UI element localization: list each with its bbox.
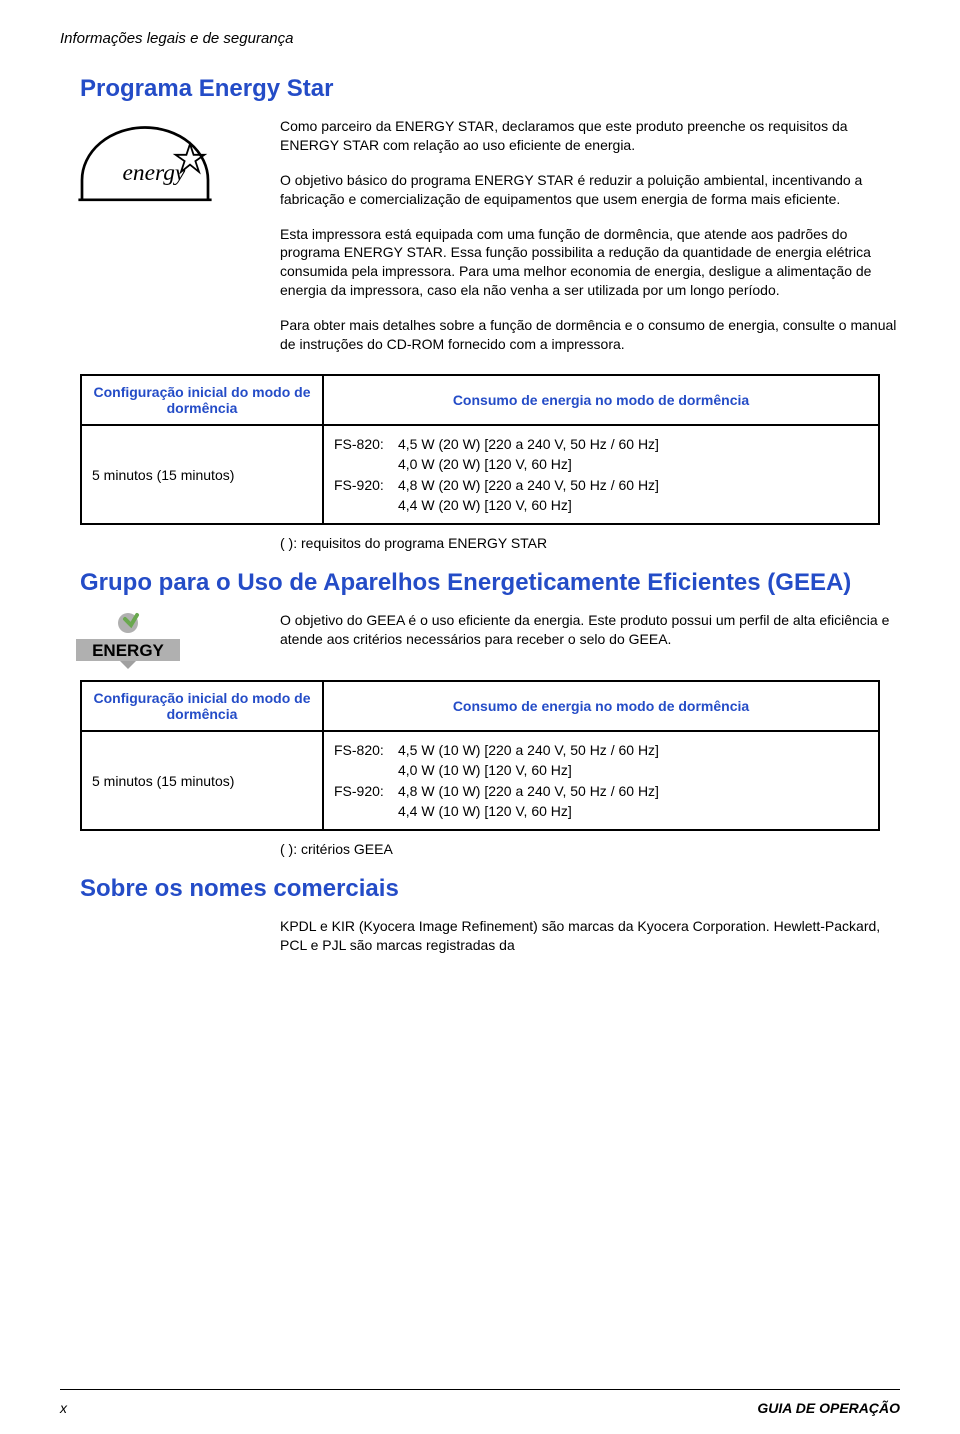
- section1-body: Como parceiro da ENERGY STAR, declaramos…: [280, 117, 900, 354]
- section1-title: Programa Energy Star: [80, 75, 900, 103]
- row-label: FS-920:: [334, 781, 398, 801]
- table1-right-cell: FS-820:4,5 W (20 W) [220 a 240 V, 50 Hz …: [323, 425, 879, 524]
- table1-left-cell: 5 minutos (15 minutos): [81, 425, 323, 524]
- table2-right-cell: FS-820:4,5 W (10 W) [220 a 240 V, 50 Hz …: [323, 731, 879, 830]
- table1-note: ( ): requisitos do programa ENERGY STAR: [280, 535, 900, 551]
- table-header-row: Configuração inicial do modo de dormênci…: [81, 375, 879, 425]
- section1-p3: Esta impressora está equipada com uma fu…: [280, 225, 900, 301]
- footer-rule: [60, 1389, 900, 1390]
- row-label: FS-820:: [334, 740, 398, 760]
- energy-badge-icon: ENERGY: [70, 611, 190, 671]
- section3-body: KPDL e KIR (Kyocera Image Refinement) sã…: [280, 917, 900, 955]
- row-value: 4,4 W (10 W) [120 V, 60 Hz]: [398, 803, 572, 819]
- section2-body: O objetivo do GEEA é o uso eficiente da …: [280, 611, 900, 649]
- table-row: 5 minutos (15 minutos) FS-820:4,5 W (20 …: [81, 425, 879, 524]
- page: Informações legais e de segurança Progra…: [0, 0, 960, 1434]
- svg-text:ENERGY: ENERGY: [92, 641, 164, 660]
- energy-star-logo-icon: energy: [70, 117, 220, 207]
- table1-header-left: Configuração inicial do modo de dormênci…: [81, 375, 323, 425]
- geea-table: Configuração inicial do modo de dormênci…: [80, 680, 880, 831]
- energy-star-logo-container: energy: [70, 117, 270, 212]
- table1-header-right: Consumo de energia no modo de dormência: [323, 375, 879, 425]
- section1-p4: Para obter mais detalhes sobre a função …: [280, 316, 900, 354]
- row-label: FS-820:: [334, 434, 398, 454]
- section1-p2: O objetivo básico do programa ENERGY STA…: [280, 171, 900, 209]
- table2-header-left: Configuração inicial do modo de dormênci…: [81, 681, 323, 731]
- row-value: 4,0 W (10 W) [120 V, 60 Hz]: [398, 762, 572, 778]
- table2-note: ( ): critérios GEEA: [280, 841, 900, 857]
- section1-p1: Como parceiro da ENERGY STAR, declaramos…: [280, 117, 900, 155]
- table-header-row: Configuração inicial do modo de dormênci…: [81, 681, 879, 731]
- row-value: 4,8 W (10 W) [220 a 240 V, 50 Hz / 60 Hz…: [398, 783, 659, 799]
- section2-title: Grupo para o Uso de Aparelhos Energetica…: [80, 569, 900, 597]
- row-value: 4,5 W (10 W) [220 a 240 V, 50 Hz / 60 Hz…: [398, 742, 659, 758]
- table2-header-right: Consumo de energia no modo de dormência: [323, 681, 879, 731]
- row-value: 4,4 W (20 W) [120 V, 60 Hz]: [398, 497, 572, 513]
- table-row: 5 minutos (15 minutos) FS-820:4,5 W (10 …: [81, 731, 879, 830]
- energy-badge-container: ENERGY: [70, 611, 270, 676]
- table2-left-cell: 5 minutos (15 minutos): [81, 731, 323, 830]
- energy-star-table: Configuração inicial do modo de dormênci…: [80, 374, 880, 525]
- section3-p1: KPDL e KIR (Kyocera Image Refinement) sã…: [280, 917, 900, 955]
- section3-title: Sobre os nomes comerciais: [80, 875, 900, 903]
- row-value: 4,0 W (20 W) [120 V, 60 Hz]: [398, 456, 572, 472]
- running-header: Informações legais e de segurança: [60, 30, 900, 47]
- row-value: 4,5 W (20 W) [220 a 240 V, 50 Hz / 60 Hz…: [398, 436, 659, 452]
- svg-text:energy: energy: [123, 160, 186, 186]
- footer-page-number: x: [60, 1400, 67, 1416]
- footer-doc-title: GUIA DE OPERAÇÃO: [757, 1400, 900, 1416]
- row-value: 4,8 W (20 W) [220 a 240 V, 50 Hz / 60 Hz…: [398, 477, 659, 493]
- section2-p1: O objetivo do GEEA é o uso eficiente da …: [280, 611, 900, 649]
- row-label: FS-920:: [334, 475, 398, 495]
